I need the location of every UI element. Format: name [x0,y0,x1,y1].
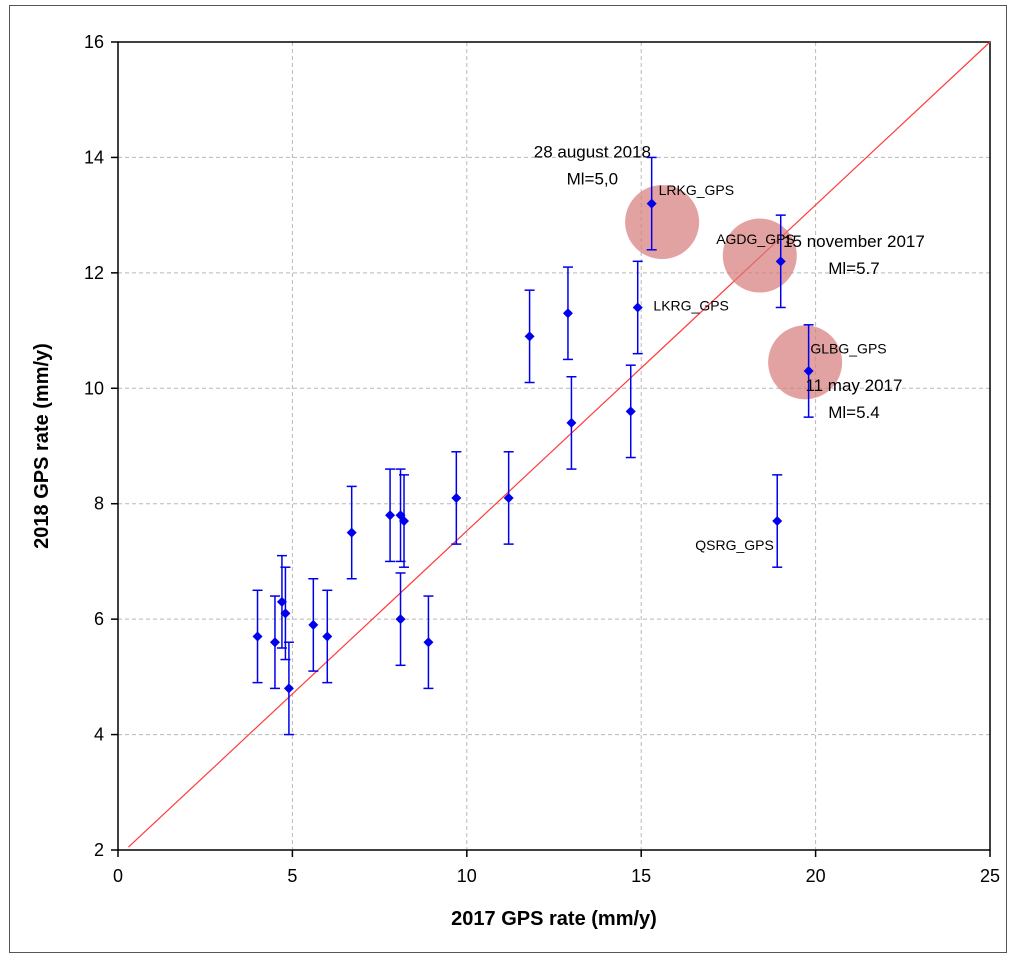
point-marker [803,365,814,376]
point-marker [385,510,396,521]
x-tick-label: 15 [631,866,651,886]
event-circle [768,325,843,400]
x-tick-label: 25 [980,866,1000,886]
point-marker [772,516,783,527]
point-marker [322,631,333,642]
data-point [423,595,434,690]
y-tick-label: 10 [84,378,104,398]
data-point [322,589,333,684]
data-point [269,595,280,690]
station-label: LKRG_GPS [653,297,728,313]
data-point [451,451,462,545]
data-point [283,641,294,736]
station-labels: LRKG_GPS AGDG_GPS LKRG_GPS GLBG_GPS QSRG_GPS [653,182,886,553]
x-tick-label: 0 [113,866,123,886]
x-tick-label: 10 [457,866,477,886]
grid-lines [118,42,990,850]
y-tick-label: 6 [94,609,104,629]
x-axis-title: 2017 GPS rate (mm/y) [451,908,657,930]
annotation-line: 28 august 2018 [534,142,651,161]
data-point [308,577,319,672]
data-point [772,474,783,568]
point-marker [646,198,657,209]
point-marker [346,527,357,538]
y-tick-label: 4 [94,725,104,745]
point-marker [280,608,291,619]
data-point [625,364,636,459]
point-marker [451,492,462,503]
data-point [632,260,643,355]
event-annotation: 11 may 2017 Ml=5.4 [805,376,902,422]
annotation-line: Ml=5,0 [567,169,619,188]
point-marker [269,637,280,648]
point-marker [524,331,535,342]
data-point [395,572,406,667]
data-point [280,566,291,661]
point-marker [423,637,434,648]
event-circle [625,185,700,260]
point-marker [625,406,636,417]
annotation-line: Ml=5.7 [828,259,880,278]
point-marker [283,683,294,694]
event-circles [625,185,843,400]
point-marker [399,516,410,527]
data-point [524,289,535,384]
reference-line-group [128,41,991,848]
event-circle [722,218,797,293]
data-point [646,156,657,251]
point-marker [395,614,406,625]
y-tick-label: 2 [94,840,104,860]
x-tick-label: 20 [806,866,826,886]
data-point [385,468,396,563]
axis-ticks: 0 5 10 15 20 25 2 4 6 8 10 12 14 16 [84,32,1000,886]
point-marker [562,308,573,319]
station-label: AGDG_GPS [716,231,795,247]
data-point [503,451,514,545]
data-points [252,156,814,736]
x-tick-label: 5 [287,866,297,886]
point-marker [566,417,577,428]
annotation-line: 11 may 2017 [805,376,902,395]
y-axis-title: 2018 GPS rate (mm/y) [31,343,53,549]
y-tick-label: 14 [84,147,104,167]
one-to-one-line [128,41,991,848]
data-point [276,554,287,649]
data-point [775,214,786,309]
annotation-line: Ml=5.4 [828,403,880,422]
station-label: LRKG_GPS [659,182,734,198]
y-tick-label: 8 [94,494,104,514]
event-annotations: 28 august 2018 Ml=5,0 15 november 2017 Ml=5… [534,142,925,422]
event-annotation: 15 november 2017 Ml=5.7 [783,232,925,278]
station-label: QSRG_GPS [695,537,774,553]
annotation-line: 15 november 2017 [783,232,925,251]
data-point [803,324,814,418]
point-marker [632,302,643,313]
data-point [252,589,263,684]
point-marker [252,631,263,642]
data-point [399,474,410,568]
data-point [562,266,573,361]
data-point [566,375,577,470]
point-marker [308,619,319,630]
data-point [346,485,357,580]
y-tick-label: 16 [84,32,104,52]
event-annotation: 28 august 2018 Ml=5,0 [534,142,651,188]
point-marker [503,492,514,503]
station-label: GLBG_GPS [810,341,886,357]
plot-area [117,41,991,851]
point-marker [276,596,287,607]
point-marker [775,256,786,267]
y-tick-label: 12 [84,263,104,283]
